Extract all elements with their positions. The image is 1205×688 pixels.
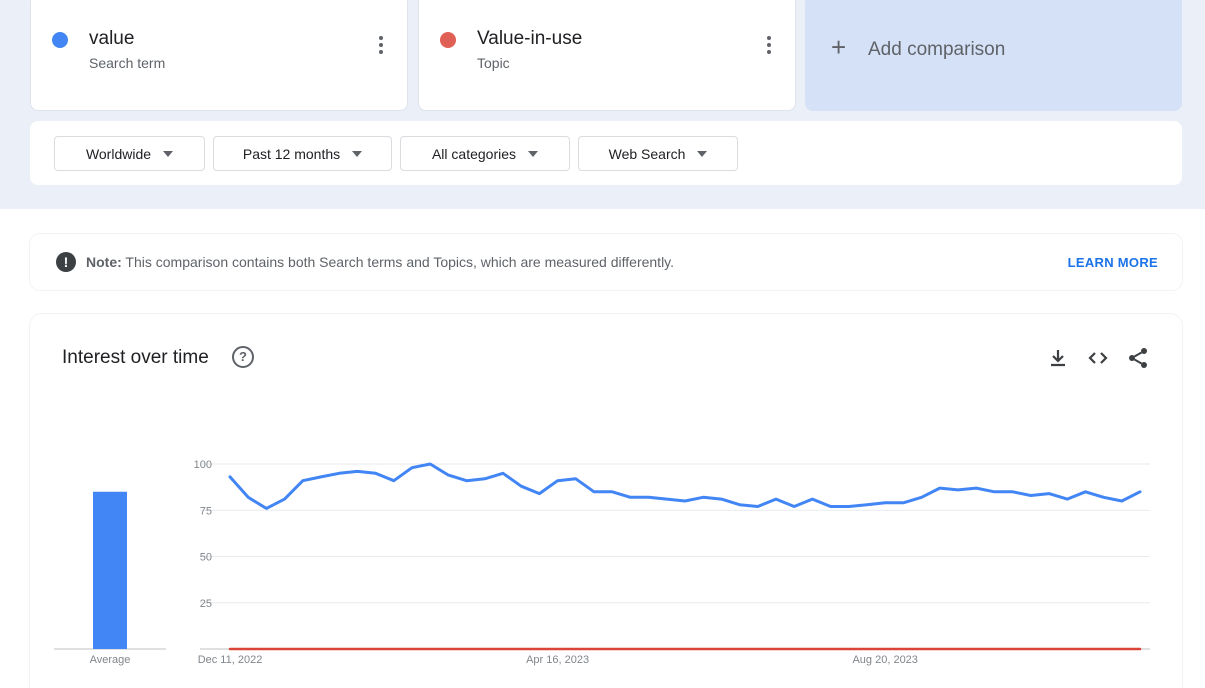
y-tick-label: 50 [200,552,212,564]
search-type-filter[interactable]: Web Search [578,136,738,171]
region-filter[interactable]: Worldwide [54,136,205,171]
y-tick-label: 100 [194,459,212,471]
dropdown-arrow-icon [528,150,539,157]
dropdown-arrow-icon [352,150,363,157]
term-type: Search term [89,55,166,71]
note-message: Note: This comparison contains both Sear… [86,254,674,270]
download-icon[interactable] [1046,346,1070,370]
category-filter[interactable]: All categories [400,136,570,171]
category-filter-label: All categories [431,145,517,162]
series-line-value [228,462,1142,510]
interest-over-time-card: Interest over time ? 25 50 75 100 Dec 11, 20… [30,314,1182,688]
region-filter-label: Worldwide [85,145,152,162]
x-tick-label: Apr 16, 2023 [526,654,589,666]
term-type: Topic [477,55,510,71]
dropdown-arrow-icon [163,150,174,157]
y-tick-label: 75 [200,505,212,517]
more-vert-icon[interactable] [371,33,391,57]
chart-title: Interest over time [62,347,209,368]
x-tick-label: Aug 20, 2023 [852,654,917,666]
interest-chart: 25 50 75 100 Dec 11, 2022 Apr 16, 2023 Aug 20,… [54,459,1150,666]
exclamation-icon: ! [56,252,76,272]
series-color-dot [52,32,68,48]
share-icon[interactable] [1126,346,1150,370]
series-color-dot [440,32,456,48]
add-comparison-label: Add comparison [868,39,1006,60]
average-label: Average [90,654,131,666]
note-text: This comparison contains both Search ter… [125,254,675,270]
average-bar-value [93,491,127,649]
search-type-filter-label: Web Search [608,145,686,162]
plus-icon: + [831,32,847,62]
add-comparison-button[interactable]: + Add comparison [805,0,1182,111]
question-mark-icon[interactable]: ? [232,346,254,368]
note-label: Note: [86,254,122,270]
term-card-value-in-use[interactable]: Value-in-use Topic [418,0,796,111]
time-period-filter[interactable]: Past 12 months [213,136,392,171]
x-tick-label: Dec 11, 2022 [198,654,263,666]
time-period-filter-label: Past 12 months [242,145,341,162]
dropdown-arrow-icon [697,150,708,157]
y-tick-label: 25 [200,598,212,610]
embed-code-icon[interactable] [1086,346,1110,370]
term-card-value[interactable]: value Search term [30,0,408,111]
more-vert-icon[interactable] [759,33,779,57]
filter-bar: Worldwide Past 12 months All categories … [30,121,1182,185]
learn-more-link[interactable]: LEARN MORE [1067,255,1158,270]
term-name: Value-in-use [477,28,583,49]
term-name: value [89,28,135,49]
comparison-note: ! Note: This comparison contains both Se… [30,234,1182,290]
